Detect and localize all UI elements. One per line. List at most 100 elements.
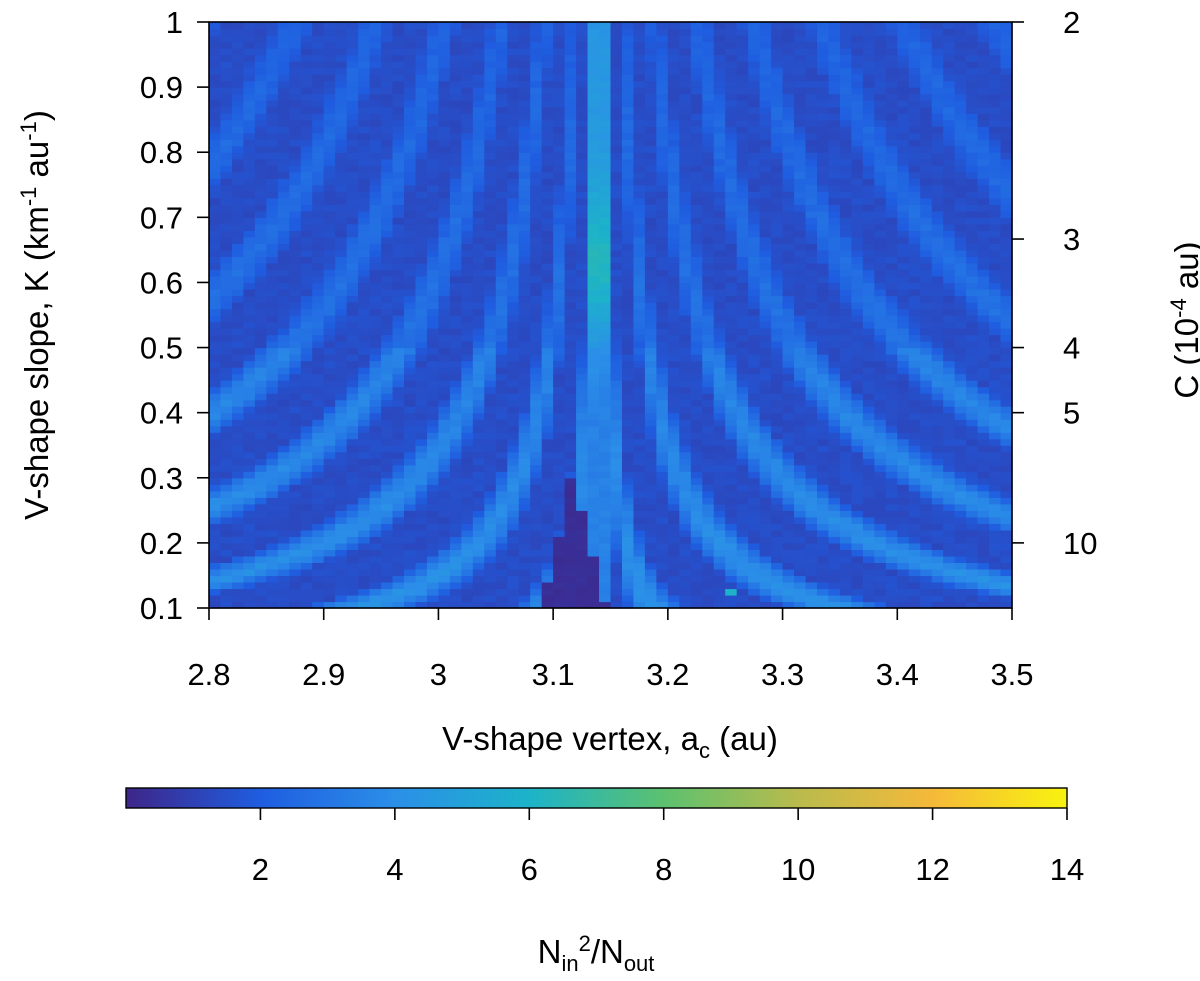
heatmap-cell (771, 380, 784, 388)
heatmap-cell (725, 100, 738, 108)
heatmap-cell (312, 581, 325, 590)
heatmap-cell (564, 269, 577, 277)
heatmap-cell (771, 464, 784, 472)
heatmap-cell (553, 419, 566, 427)
heatmap-cell (415, 210, 428, 218)
heatmap-cell (426, 223, 440, 231)
heatmap-cell (449, 145, 462, 153)
heatmap-cell (335, 438, 348, 446)
heatmap-cell (702, 490, 715, 498)
heatmap-cell (449, 178, 462, 186)
heatmap-cell (300, 399, 313, 407)
heatmap-cell (599, 113, 612, 121)
heatmap-cell (541, 315, 554, 323)
heatmap-cell (335, 210, 348, 218)
heatmap-cell (415, 477, 428, 485)
heatmap-cell (277, 126, 290, 134)
heatmap-cell (782, 243, 795, 251)
heatmap-cell (748, 100, 761, 108)
heatmap-cell (667, 191, 680, 199)
heatmap-cell (633, 432, 646, 440)
heatmap-cell (644, 249, 657, 257)
heatmap-cell (426, 145, 440, 153)
heatmap-cell (702, 152, 715, 160)
heatmap-cell (667, 282, 680, 290)
heatmap-cell (621, 171, 635, 179)
heatmap-cell (209, 171, 222, 179)
heatmap-cell (679, 80, 692, 88)
heatmap-cell (507, 536, 520, 544)
heatmap-cell (300, 171, 313, 179)
heatmap-cell (346, 334, 359, 342)
heatmap-cell (553, 145, 566, 153)
heatmap-cell (231, 529, 245, 537)
heatmap-cell (323, 503, 336, 511)
heatmap-cell (644, 210, 657, 218)
heatmap-cell (690, 113, 703, 121)
heatmap-cell (323, 87, 336, 95)
heatmap-cell (576, 451, 589, 459)
heatmap-cell (358, 503, 371, 511)
heatmap-cell (679, 301, 692, 310)
heatmap-cell (702, 503, 715, 511)
heatmap-cell (472, 230, 485, 238)
heatmap-cell (541, 516, 554, 524)
heatmap-cell (599, 230, 612, 238)
heatmap-cell (381, 497, 394, 505)
heatmap-cell (404, 275, 417, 284)
heatmap-cell (277, 542, 290, 550)
heatmap-cell (254, 588, 267, 596)
heatmap-cell (759, 22, 772, 30)
heatmap-cell (231, 132, 245, 140)
heatmap-cell (335, 41, 348, 49)
heatmap-cell (392, 328, 405, 336)
heatmap-cell (553, 269, 566, 277)
heatmap-cell (794, 594, 807, 603)
heatmap-cell (702, 399, 715, 407)
heatmap-cell (426, 380, 440, 388)
heatmap-cell (828, 510, 841, 518)
heatmap-cell (507, 432, 520, 440)
heatmap-cell (484, 171, 497, 179)
heatmap-cell (725, 464, 738, 472)
heatmap-cell (209, 471, 222, 479)
heatmap-cell (576, 243, 589, 251)
heatmap-cell (771, 204, 784, 212)
heatmap-cell (725, 367, 738, 375)
heatmap-cell (426, 295, 440, 303)
heatmap-cell (392, 165, 405, 173)
heatmap-cell (381, 178, 394, 186)
heatmap-cell (312, 243, 325, 251)
heatmap-cell (644, 132, 657, 140)
heatmap-cell (553, 308, 566, 316)
heatmap-cell (438, 210, 451, 218)
heatmap-cell (816, 328, 830, 336)
heatmap-cell (277, 386, 290, 394)
heatmap-cell (725, 601, 738, 609)
heatmap-cell (621, 445, 635, 453)
heatmap-cell (679, 145, 692, 153)
heatmap-cell (610, 93, 623, 101)
heatmap-cell (300, 100, 313, 108)
heatmap-cell (335, 282, 348, 290)
heatmap-cell (243, 41, 256, 49)
heatmap-cell (472, 145, 485, 153)
heatmap-cell (610, 152, 623, 160)
heatmap-cell (736, 347, 749, 355)
heatmap-cell (472, 41, 485, 49)
heatmap-cell (266, 119, 279, 127)
heatmap-cell (610, 87, 623, 95)
heatmap-cell (495, 562, 508, 570)
heatmap-cell (484, 529, 497, 537)
heatmap-cell (415, 445, 428, 453)
heatmap-cell (828, 458, 841, 466)
heatmap-cell (323, 256, 336, 264)
heatmap-cell (541, 275, 554, 284)
heatmap-cell (323, 223, 336, 231)
heatmap-cell (392, 282, 405, 290)
heatmap-cell (449, 354, 462, 362)
heatmap-cell (828, 393, 841, 401)
heatmap-cell (599, 139, 612, 147)
heatmap-cell (369, 165, 382, 173)
